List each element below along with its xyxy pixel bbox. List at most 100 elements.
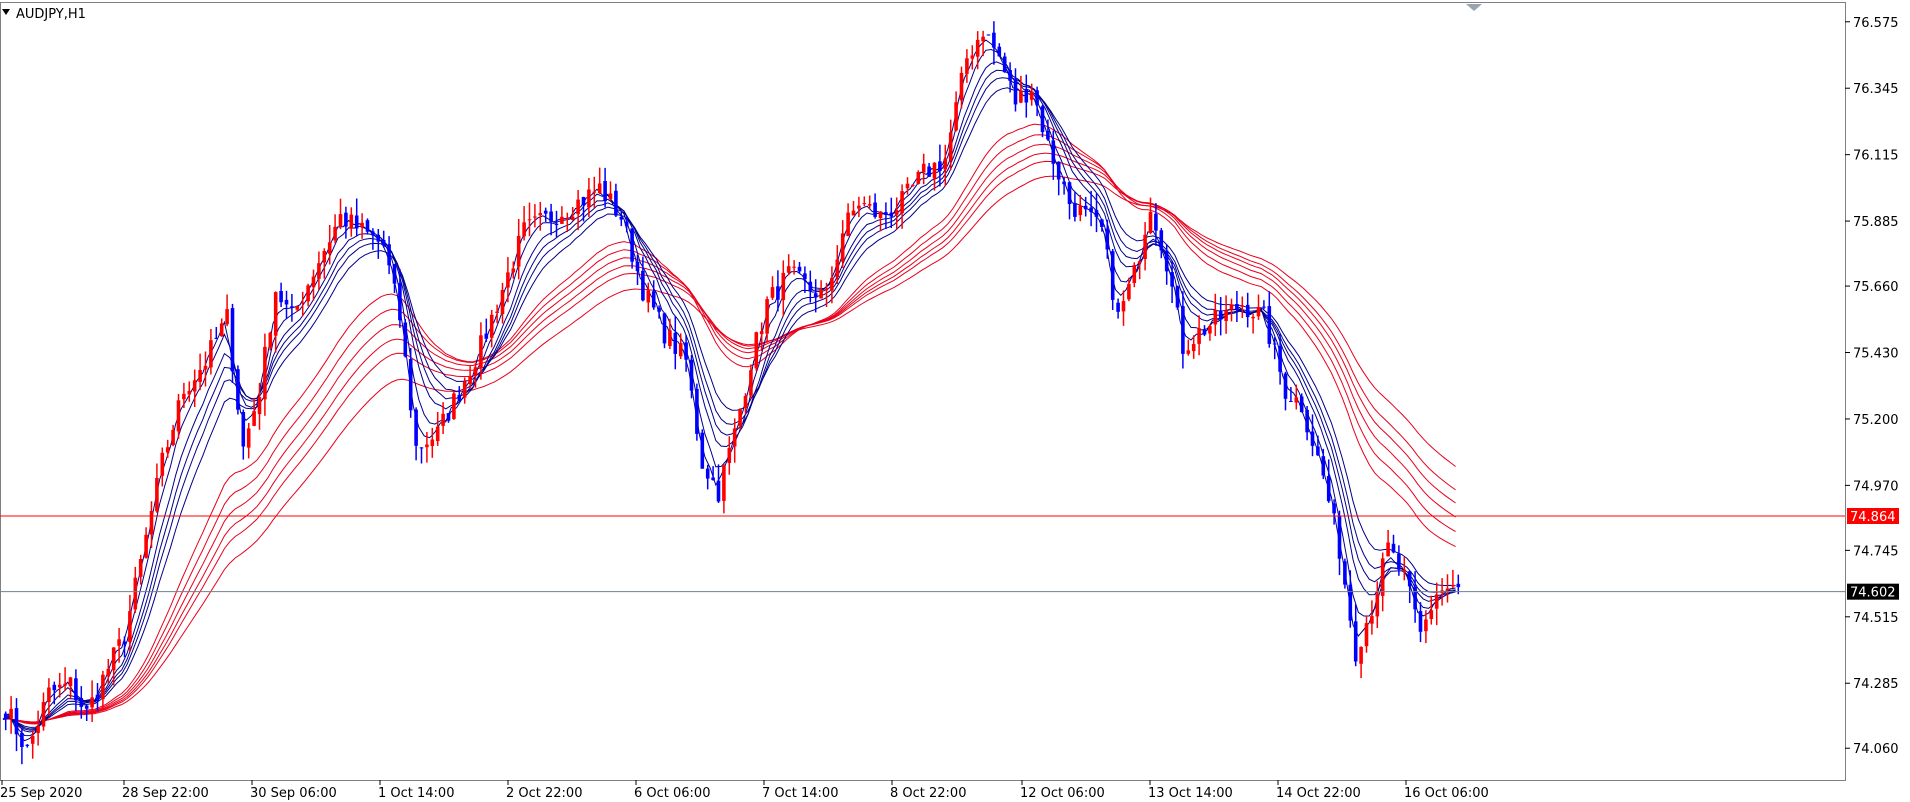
candle — [1310, 414, 1315, 457]
candle — [1083, 196, 1088, 217]
candle — [754, 331, 759, 372]
candle — [927, 163, 931, 177]
candle — [338, 198, 343, 230]
candle — [408, 348, 413, 418]
candle — [317, 251, 321, 290]
candle — [570, 207, 575, 221]
candles-layer — [3, 21, 1461, 765]
candle — [1402, 557, 1407, 581]
candle — [975, 31, 980, 70]
candle — [1094, 193, 1099, 233]
candle — [565, 212, 570, 232]
candle — [646, 282, 651, 313]
candle — [1294, 384, 1299, 410]
candle — [678, 333, 683, 359]
candle — [495, 304, 499, 324]
candle — [1051, 130, 1056, 180]
candle — [614, 183, 618, 217]
candle — [1202, 325, 1207, 337]
candle — [554, 210, 559, 238]
candle — [743, 393, 748, 415]
candle — [14, 698, 19, 752]
candle — [457, 386, 462, 402]
candle — [25, 744, 30, 748]
candle — [95, 683, 100, 711]
candle — [1024, 74, 1029, 118]
candle — [1305, 406, 1309, 441]
candle — [311, 269, 316, 301]
candle — [198, 353, 202, 391]
candle — [894, 197, 899, 230]
candle — [441, 402, 445, 434]
candle — [803, 266, 807, 293]
candle — [1278, 333, 1282, 385]
candle — [1424, 610, 1428, 644]
candle — [133, 566, 138, 613]
candle — [47, 678, 51, 716]
candle — [954, 91, 958, 132]
x-tick-label: 25 Sep 2020 — [0, 786, 82, 801]
candle — [851, 200, 856, 216]
candle — [214, 327, 219, 340]
candle — [911, 184, 915, 187]
candle — [182, 382, 186, 408]
candle — [970, 45, 975, 70]
candle — [300, 291, 305, 317]
price-tag-current: 74.602 — [1847, 583, 1899, 601]
candle — [527, 202, 532, 237]
candle — [1229, 298, 1234, 322]
x-tick-label: 7 Oct 14:00 — [762, 786, 838, 801]
candle — [1343, 558, 1347, 589]
candle — [1240, 296, 1245, 318]
candle — [716, 464, 721, 503]
candle — [997, 43, 1002, 57]
candle — [662, 312, 667, 349]
candle — [306, 283, 310, 307]
candle — [786, 254, 791, 276]
candle — [452, 392, 456, 420]
y-tick-label: 74.745 — [1853, 544, 1899, 559]
candle — [867, 195, 872, 209]
candle — [1100, 218, 1104, 232]
candle — [511, 261, 516, 279]
candle — [290, 294, 294, 322]
price-tag-red: 74.864 — [1847, 507, 1899, 525]
candle — [273, 291, 278, 353]
candle — [1132, 262, 1137, 288]
candle — [635, 254, 640, 285]
candle — [111, 647, 116, 686]
candle — [41, 692, 46, 731]
candle — [1380, 552, 1385, 612]
candle — [446, 413, 451, 423]
candle — [1456, 574, 1461, 595]
candle — [862, 196, 867, 207]
plot-frame — [0, 2, 1846, 781]
candle — [63, 667, 67, 691]
candle — [965, 49, 969, 83]
candle — [1375, 581, 1380, 628]
y-tick-label: 76.345 — [1853, 82, 1899, 97]
price-axis[interactable]: 76.575 76.345 76.115 75.885 75.660 75.430 75.2… — [1845, 16, 1899, 757]
chart-menu-triangle-icon[interactable] — [2, 9, 10, 15]
candle — [943, 144, 948, 186]
y-tick-label: 74.060 — [1853, 742, 1899, 757]
candle — [759, 322, 764, 351]
candle — [1013, 68, 1018, 112]
candle — [333, 214, 337, 244]
candle — [1116, 298, 1120, 319]
candle — [808, 270, 813, 303]
time-axis[interactable]: 25 Sep 2020 28 Sep 22:00 30 Sep 06:00 1 Oct… — [0, 780, 1489, 801]
y-tick-label: 74.285 — [1853, 677, 1899, 692]
slow-ma-35 — [2, 134, 1456, 724]
candle — [1321, 448, 1326, 480]
candle — [1170, 260, 1174, 303]
candle — [689, 354, 694, 399]
candle — [79, 686, 84, 719]
candle — [641, 256, 645, 302]
candle — [1062, 177, 1066, 195]
candle — [160, 447, 165, 487]
shift-marker-triangle-icon[interactable] — [1466, 4, 1482, 11]
candle — [533, 204, 537, 228]
candle — [1397, 545, 1401, 576]
